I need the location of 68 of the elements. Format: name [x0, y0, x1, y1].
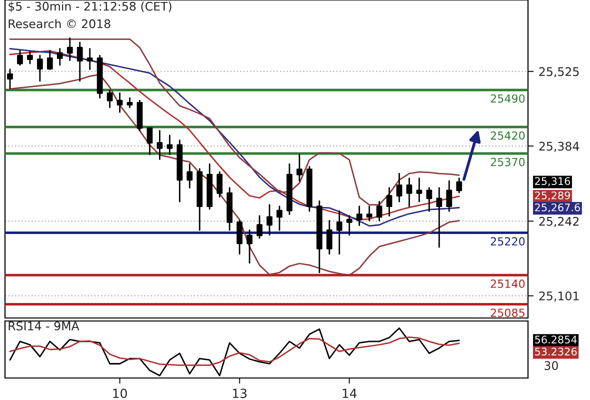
- candlestick: [306, 166, 312, 212]
- text: Research © 2018: [8, 19, 110, 28]
- ref-line-label: 25220: [490, 237, 525, 246]
- chart-title: RSI14 - 9MA: [8, 321, 80, 330]
- ref-line-label: 25420: [490, 131, 525, 140]
- x-tick-label: 14: [342, 388, 357, 398]
- candlestick: [56, 48, 63, 66]
- text: 25,316: [535, 177, 570, 186]
- candlestick: [296, 154, 302, 182]
- candlestick: [46, 50, 53, 70]
- candlestick: [256, 215, 262, 239]
- ref-line-label: 25140: [490, 280, 525, 288]
- text: 30: [544, 361, 558, 370]
- line-series: [9, 74, 460, 276]
- candlestick: [246, 229, 252, 264]
- text: 53.2326: [535, 348, 577, 356]
- candlestick: [416, 178, 422, 202]
- candlestick: [456, 178, 462, 194]
- candlestick: [446, 180, 452, 212]
- candlestick: [186, 163, 193, 189]
- candlestick: [216, 171, 223, 198]
- candlestick: [236, 220, 242, 255]
- y-tick-label: 25,101: [539, 292, 579, 302]
- candlestick: [36, 54, 43, 82]
- y-tick-label: 25,384: [539, 142, 580, 152]
- candlestick: [156, 130, 163, 160]
- candlestick: [136, 100, 143, 132]
- candlestick: [76, 42, 83, 82]
- candlestick: [96, 54, 103, 99]
- candlestick: [206, 163, 213, 210]
- ref-line-label: 25085: [490, 308, 524, 318]
- candlestick: [286, 163, 292, 215]
- x-tick-label: 13: [232, 388, 246, 398]
- candlestick: [376, 200, 382, 222]
- candlestick: [166, 134, 173, 156]
- candlestick: [326, 220, 332, 255]
- candlestick: [436, 187, 442, 248]
- candlestick: [266, 204, 272, 236]
- candlestick: [316, 200, 322, 274]
- candlestick: [426, 187, 432, 212]
- candlestick: [17, 50, 23, 66]
- ref-line-label: 25490: [490, 94, 525, 103]
- candlestick: [146, 127, 153, 156]
- candlestick: [386, 187, 392, 217]
- candlestick: [336, 210, 342, 255]
- y-tick-label: 25,242: [539, 216, 579, 228]
- candlestick: [126, 97, 133, 108]
- candlestick: [406, 178, 412, 208]
- ref-line-label: 25370: [490, 158, 525, 166]
- x-tick-label: 10: [113, 388, 127, 398]
- text: 56.2854: [535, 336, 577, 344]
- text: 25,289: [535, 191, 570, 200]
- candlestick: [226, 187, 233, 231]
- chart-title: $5 - 30min - 21:12:58 (CET): [8, 2, 172, 12]
- candlestick: [356, 206, 362, 226]
- candlestick: [276, 206, 282, 231]
- candlestick: [106, 90, 113, 108]
- candlestick: [86, 48, 93, 70]
- candlestick: [27, 51, 33, 64]
- candlestick: [346, 215, 352, 236]
- y-tick-label: 25,525: [539, 67, 579, 78]
- candlestick: [66, 37, 73, 62]
- candlestick: [116, 92, 123, 113]
- candlestick: [396, 172, 402, 202]
- candlestick: [176, 140, 183, 202]
- candlestick: [196, 168, 203, 231]
- candlestick: [366, 206, 372, 222]
- text: 25,267.6: [535, 203, 580, 212]
